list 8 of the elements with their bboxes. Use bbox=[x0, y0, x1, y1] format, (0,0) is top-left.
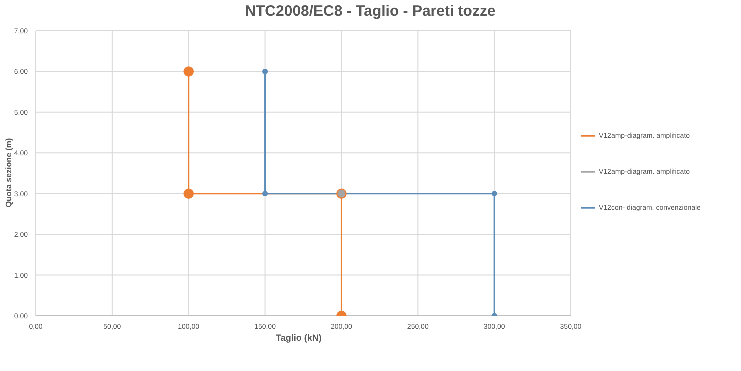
point bbox=[492, 191, 498, 197]
y-axis-title: Quota sezione (m) bbox=[4, 138, 14, 208]
point bbox=[184, 188, 194, 200]
chart-title: NTC2008/EC8 - Taglio - Pareti tozze bbox=[244, 3, 497, 20]
x-axis-title: Taglio (kN) bbox=[275, 333, 323, 343]
point bbox=[262, 191, 268, 197]
point bbox=[262, 68, 268, 74]
point bbox=[184, 66, 194, 77]
